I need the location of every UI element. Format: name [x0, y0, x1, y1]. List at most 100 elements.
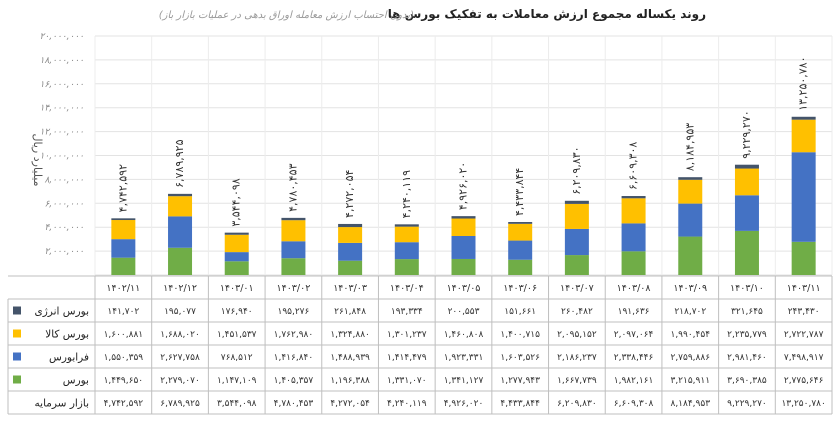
- table-cell-value: ۱,۴۰۰,۷۱۵: [500, 330, 540, 340]
- total-label: ۴,۴۳۳,۸۴۴: [513, 168, 526, 216]
- table-cell-value: ۱۳,۲۵۰,۷۸۰: [781, 399, 825, 409]
- table-cell-value: ۹,۲۲۹,۲۷۰: [727, 399, 767, 409]
- bar-segment: [168, 196, 193, 217]
- table-cell-value: ۲,۷۲۲,۷۸۷: [784, 330, 824, 340]
- bar-segment: [224, 234, 249, 253]
- legend-label: بورس انرژی: [35, 306, 90, 318]
- table-cell-value: ۲۱۸,۷۰۲: [674, 307, 706, 317]
- y-tick-label: ۱۲,۰۰۰,۰۰۰: [40, 128, 84, 138]
- table-cell-value: ۱۹۵,۰۷۷: [164, 307, 196, 317]
- legend-label: بازار سرمایه: [35, 398, 89, 410]
- bar-segment: [224, 261, 249, 275]
- bar-segment: [621, 251, 646, 275]
- table-cell-value: ۱,۶۶۷,۷۳۹: [557, 376, 597, 386]
- bar-segment: [791, 241, 816, 275]
- data-table: ۱۴۰۲/۱۱ ۱۴۰۲/۱۲ ۱۴۰۳/۰۱ ۱۴۰۳/۰۲ ۱۴۰۳/۰۳ ۱۴۰۳/…: [7, 275, 833, 415]
- table-cell-value: ۱,۶۸۸,۰۲۰: [160, 330, 200, 340]
- legend-swatch: [13, 329, 21, 338]
- bar-segment: [394, 259, 419, 275]
- table-cell-value: ۳,۵۴۴,۰۹۸: [217, 399, 257, 409]
- table-cell-value: ۱۵۱,۶۶۱: [504, 307, 536, 317]
- y-tick-label: ۶,۰۰۰,۰۰۰: [44, 199, 84, 209]
- table-cell-value: ۲,۲۳۵,۷۷۹: [727, 330, 767, 340]
- bar-segment: [451, 258, 476, 275]
- bar-segment: [678, 203, 703, 237]
- table-cell-value: ۸,۱۸۴,۹۵۳: [670, 399, 710, 409]
- table-cell-value: ۱,۵۵۰,۳۵۹: [104, 353, 144, 363]
- y-tick-label: ۴,۰۰۰,۰۰۰: [44, 223, 84, 233]
- legend-swatch: [13, 352, 21, 361]
- bar-segment: [451, 218, 476, 236]
- total-label: ۴,۲۷۲,۰۵۴: [343, 170, 356, 218]
- legend-label: فرابورس: [49, 352, 89, 364]
- table-cell-value: ۱۹۵,۲۷۶: [277, 307, 309, 317]
- category-label: ۱۴۰۳/۱۰: [730, 283, 764, 294]
- total-label: ۹,۲۲۹,۲۷۰: [740, 110, 753, 158]
- table-cell-value: ۱۹۱,۶۳۶: [618, 307, 650, 317]
- table-cell-value: ۱,۶۰۰,۸۸۱: [104, 330, 144, 340]
- category-label: ۱۴۰۳/۰۷: [560, 283, 594, 294]
- y-tick-label: ۱۶,۰۰۰,۰۰۰: [40, 80, 84, 90]
- legend-swatch: [13, 306, 21, 315]
- y-tick-label: ۱۴,۰۰۰,۰۰۰: [40, 104, 84, 114]
- bar-segment: [338, 223, 363, 228]
- table-cell-value: ۱,۴۸۸,۹۳۹: [330, 353, 370, 363]
- legend-label: بورس: [63, 375, 89, 387]
- table-cell-value: ۲۴۳,۴۳۰: [788, 307, 820, 317]
- bar-segment: [734, 164, 759, 169]
- bar-segment: [564, 200, 589, 204]
- category-label: ۱۴۰۳/۰۵: [447, 283, 481, 294]
- table-cell-value: ۶,۲۰۹,۸۳۰: [557, 399, 597, 409]
- category-label: ۱۴۰۳/۰۹: [673, 283, 707, 294]
- table-cell-value: ۲,۹۸۱,۴۶۰: [727, 353, 767, 363]
- bar-segment: [281, 217, 306, 221]
- bar-segment: [338, 227, 363, 243]
- bar-segment: [678, 236, 703, 275]
- table-cell-value: ۴,۷۴۲,۵۹۲: [104, 399, 144, 409]
- table-cell-value: ۱,۴۰۵,۳۵۷: [274, 376, 314, 386]
- bar-segment: [168, 216, 193, 248]
- bar-segment: [508, 222, 533, 224]
- table-cell-value: ۱,۴۵۱,۵۳۷: [217, 330, 257, 340]
- table-cell-value: ۲,۰۹۵,۱۵۲: [557, 330, 597, 340]
- table-cell-value: ۲۶۱,۸۴۸: [334, 307, 366, 317]
- bar-segment: [621, 223, 646, 252]
- table-cell-value: ۱,۳۲۴,۸۸۰: [330, 330, 370, 340]
- category-label: ۱۴۰۳/۰۸: [617, 283, 651, 294]
- bar-segment: [394, 226, 419, 243]
- bar-segment: [791, 152, 816, 242]
- chart-subtitle: (بدون احتساب ارزش معامله اوراق بدهی در ع…: [159, 10, 414, 21]
- table-cell-value: ۴,۲۴۰,۱۱۹: [387, 399, 427, 409]
- category-label: ۱۴۰۲/۱۲: [163, 283, 197, 294]
- table-cell-value: ۲,۷۵۹,۸۸۶: [670, 353, 710, 363]
- bar-segment: [111, 239, 136, 258]
- bar-segment: [564, 228, 589, 256]
- category-label: ۱۴۰۳/۱۱: [787, 283, 821, 294]
- table-cell-value: ۷۶۸,۵۱۲: [221, 353, 253, 363]
- table-cell-value: ۱,۱۴۷,۱۰۹: [217, 376, 257, 386]
- bar-segment: [111, 220, 136, 240]
- total-label: ۴,۷۴۲,۵۹۲: [116, 164, 129, 212]
- table-cell-value: ۱۹۳,۳۳۴: [391, 307, 423, 317]
- table-cell-value: ۳,۲۱۵,۹۱۱: [670, 376, 710, 386]
- bars: [111, 116, 816, 275]
- category-label: ۱۴۰۳/۰۱: [220, 283, 254, 294]
- table-cell-value: ۱,۹۲۳,۳۳۱: [444, 353, 484, 363]
- table-cell-value: ۱,۴۶۰,۸۰۸: [444, 330, 484, 340]
- table-cell-value: ۶,۶۰۹,۳۰۸: [614, 399, 654, 409]
- table-cell-value: ۱,۹۸۲,۱۶۱: [614, 376, 654, 386]
- category-label: ۱۴۰۳/۰۲: [277, 283, 311, 294]
- bar-segment: [791, 116, 816, 120]
- table-cell-value: ۲,۲۷۹,۰۷۰: [160, 376, 200, 386]
- table-cell-value: ۲,۳۳۸,۴۴۶: [614, 353, 654, 363]
- table-cell-value: ۲,۰۹۷,۰۶۴: [614, 330, 654, 340]
- chart-title: روند یکساله مجموع ارزش معاملات به تفکیک …: [388, 7, 706, 22]
- total-label: ۴,۲۴۰,۱۱۹: [400, 170, 413, 218]
- table-cell-value: ۳۲۱,۶۴۵: [731, 307, 763, 317]
- bar-segment: [281, 258, 306, 275]
- category-label: ۱۴۰۳/۰۴: [390, 283, 424, 294]
- bar-segment: [734, 230, 759, 275]
- bar-segment: [564, 255, 589, 275]
- bar-segment: [224, 252, 249, 262]
- legend-swatch: [13, 375, 21, 384]
